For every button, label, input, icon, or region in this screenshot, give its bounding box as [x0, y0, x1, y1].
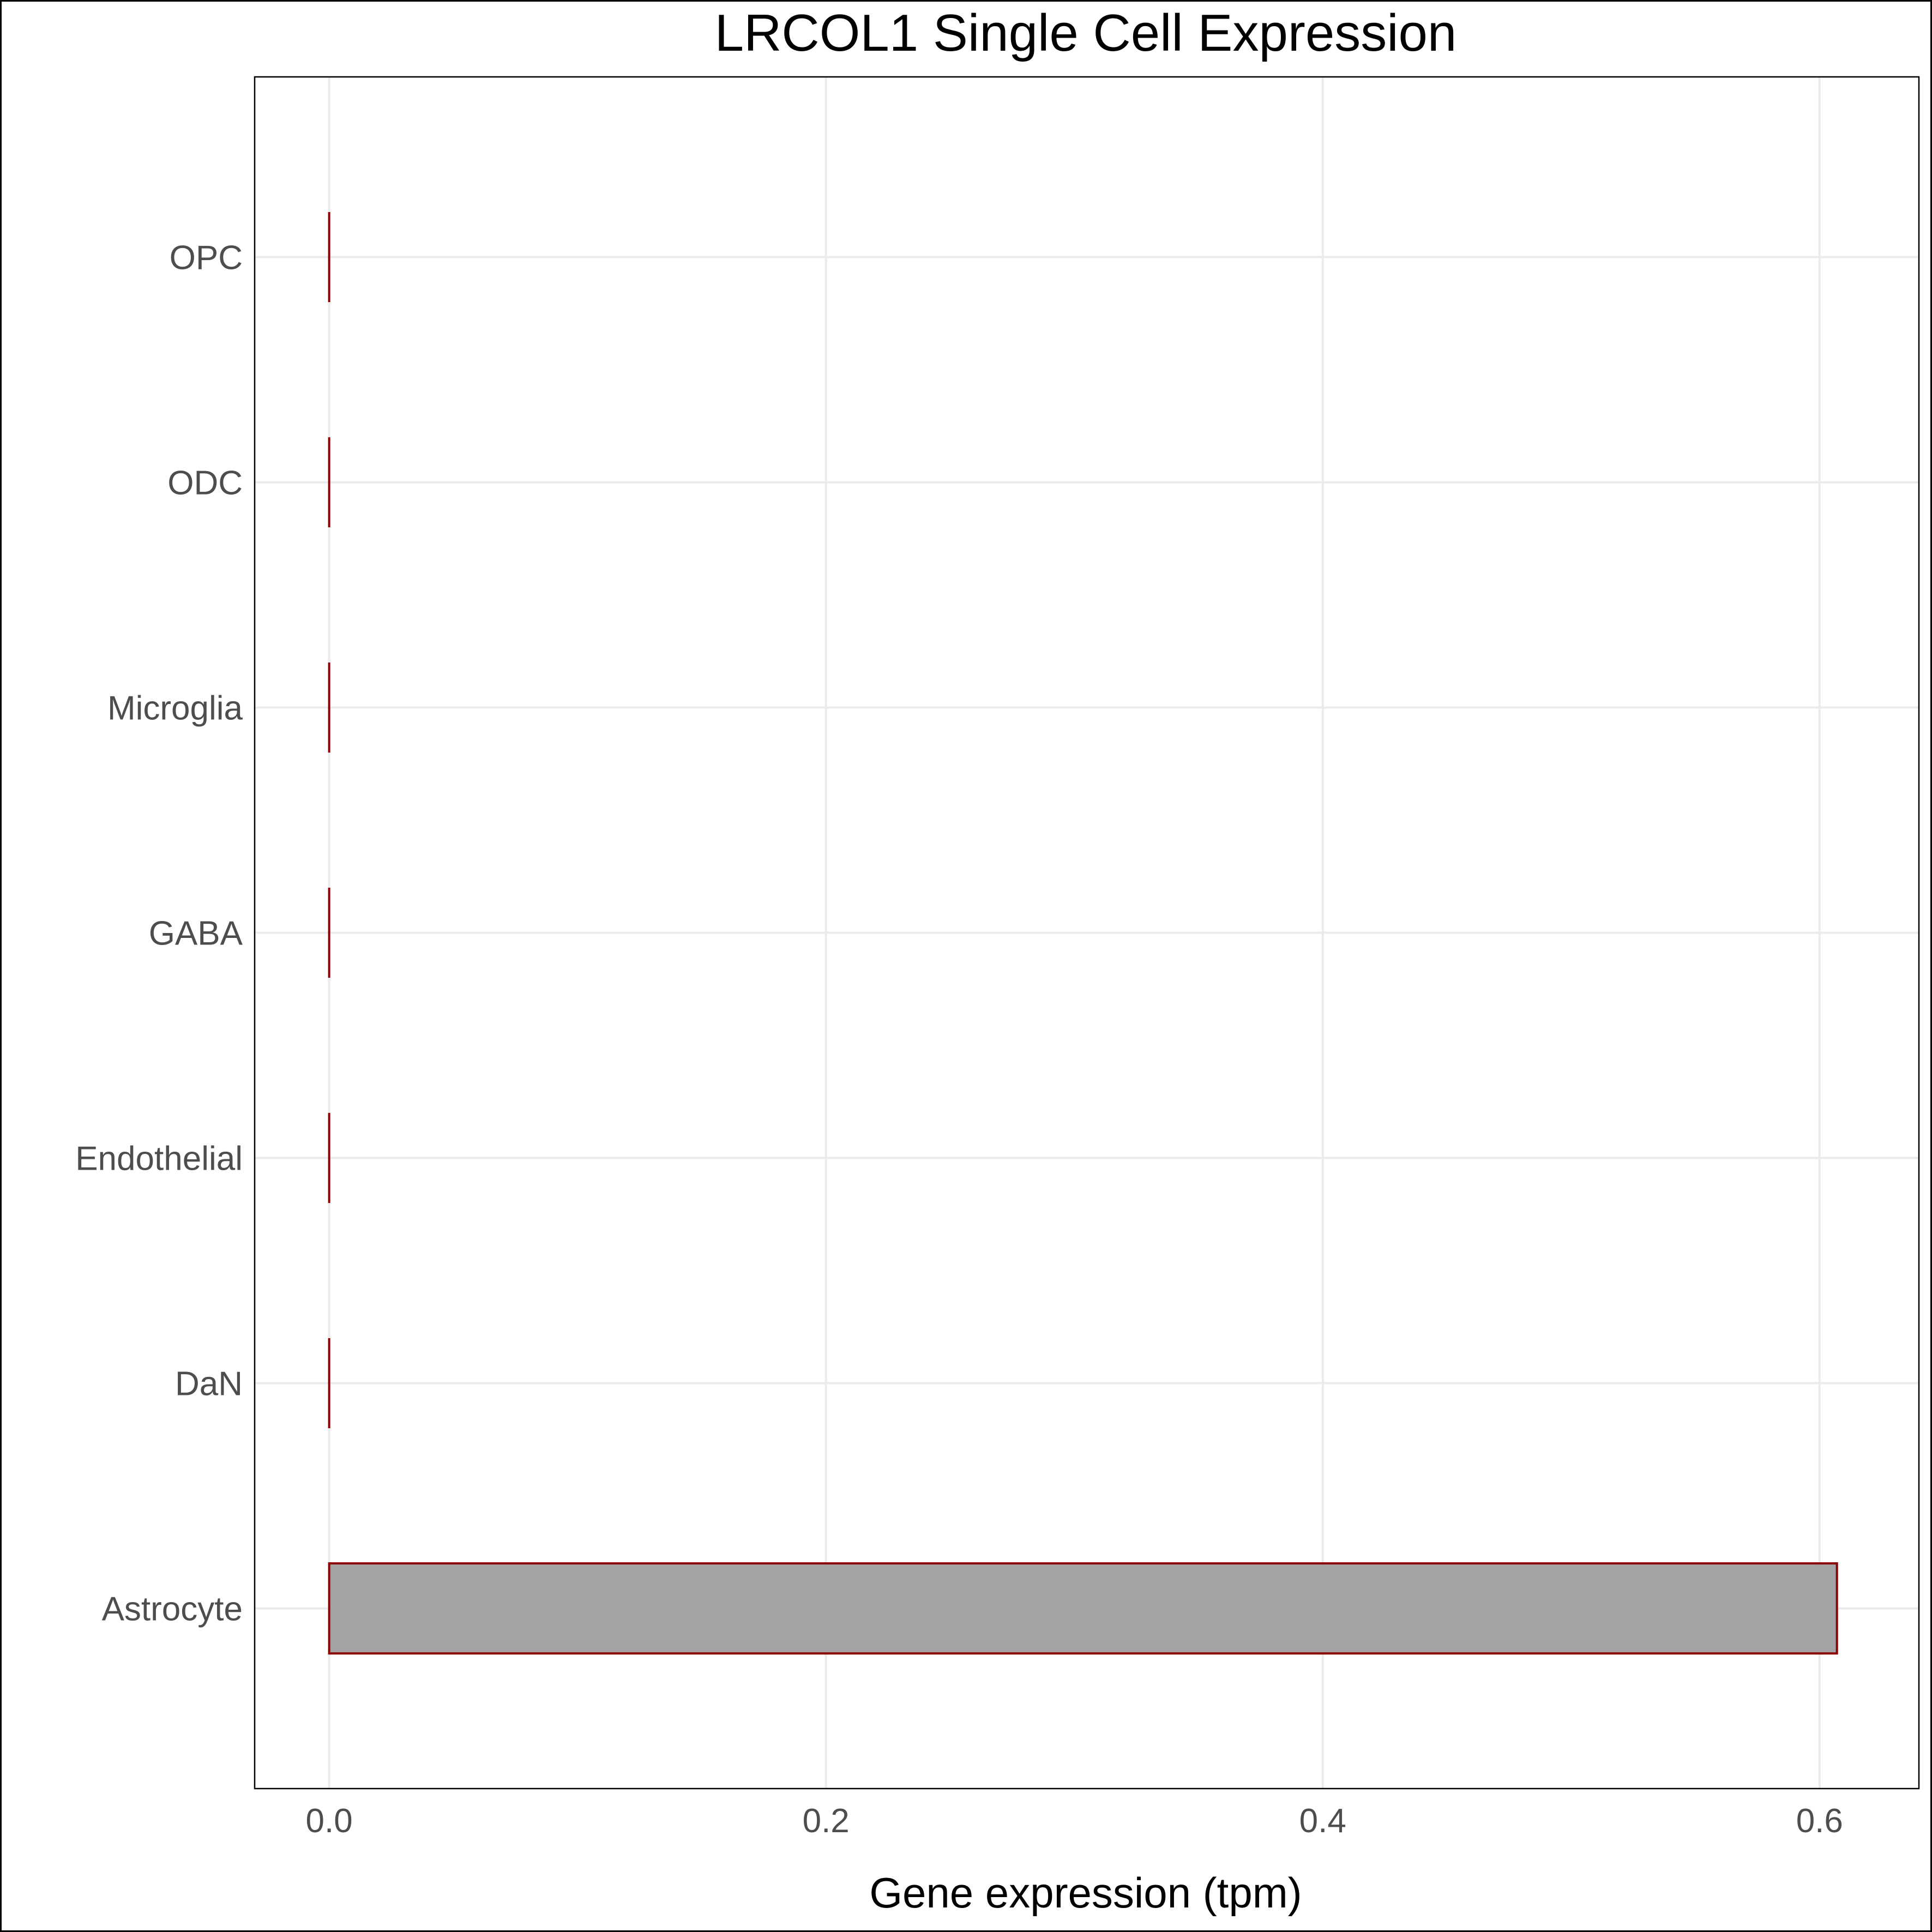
x-tick-label: 0.4: [1299, 1802, 1346, 1840]
y-tick-label: GABA: [149, 915, 243, 953]
x-tick-label: 0.0: [306, 1802, 353, 1840]
x-axis-title: Gene expression (tpm): [869, 1869, 1302, 1917]
y-tick-label: OPC: [170, 239, 243, 276]
y-tick-label: ODC: [167, 464, 243, 502]
y-tick-labels: Astrocyte DaN Endothelial GABA Microglia ODC O…: [75, 239, 243, 1628]
chart-title: LRCOL1 Single Cell Expression: [715, 4, 1457, 62]
y-tick-label: Astrocyte: [102, 1591, 243, 1628]
bar-astrocyte: [328, 1562, 1838, 1655]
y-tick-label: DaN: [175, 1365, 243, 1403]
x-tick-label: 0.6: [1796, 1802, 1843, 1840]
x-tick-labels: 0.0 0.2 0.4 0.6: [306, 1802, 1843, 1840]
plot-panel-border: [254, 76, 1920, 1790]
grid-layer: [255, 77, 1919, 1789]
bars-layer: [328, 212, 1838, 1655]
y-tick-label: Microglia: [107, 689, 243, 727]
x-tick-label: 0.2: [803, 1802, 850, 1840]
y-tick-label: Endothelial: [75, 1140, 243, 1178]
